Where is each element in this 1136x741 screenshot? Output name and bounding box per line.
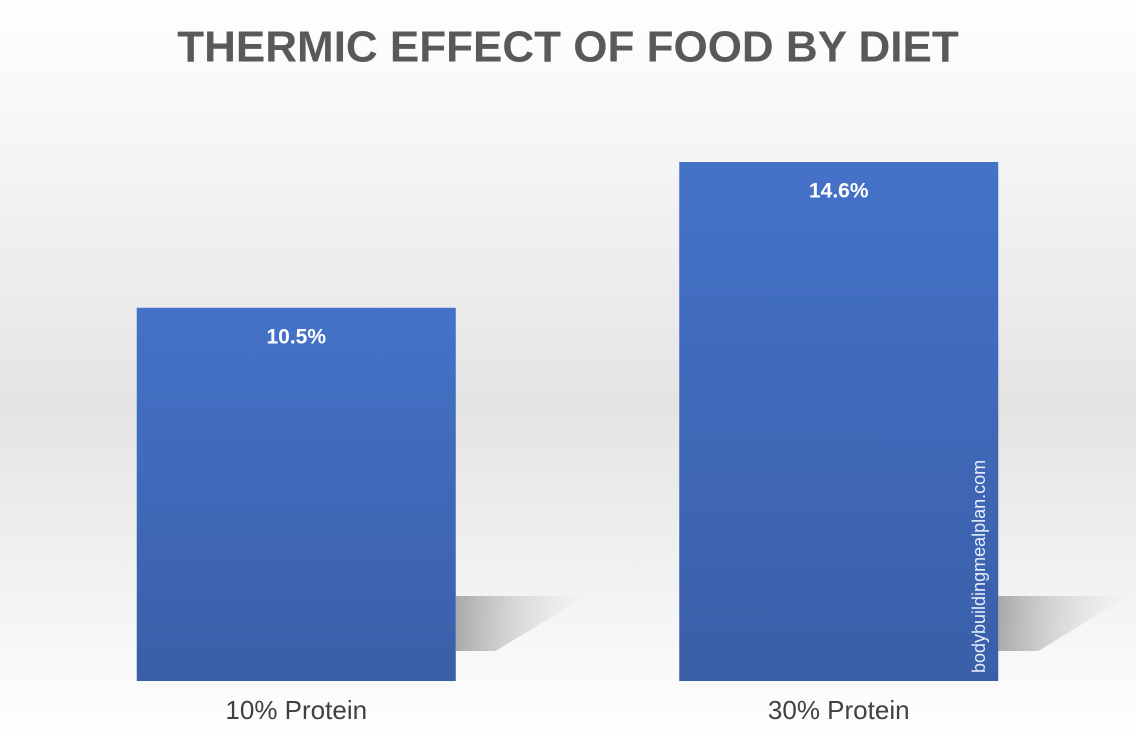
value-label: 14.6% <box>809 180 869 203</box>
watermark: bodybuildingmealplan.com <box>969 460 989 673</box>
bar <box>136 307 456 681</box>
value-label: 10.5% <box>266 325 326 348</box>
bar-shadow <box>455 596 586 651</box>
chart-title: THERMIC EFFECT OF FOOD BY DIET <box>177 23 959 72</box>
x-tick-label: 30% Protein <box>768 695 910 725</box>
bar <box>679 162 999 681</box>
bar-shadow <box>998 596 1129 651</box>
x-tick-label: 10% Protein <box>225 695 367 725</box>
